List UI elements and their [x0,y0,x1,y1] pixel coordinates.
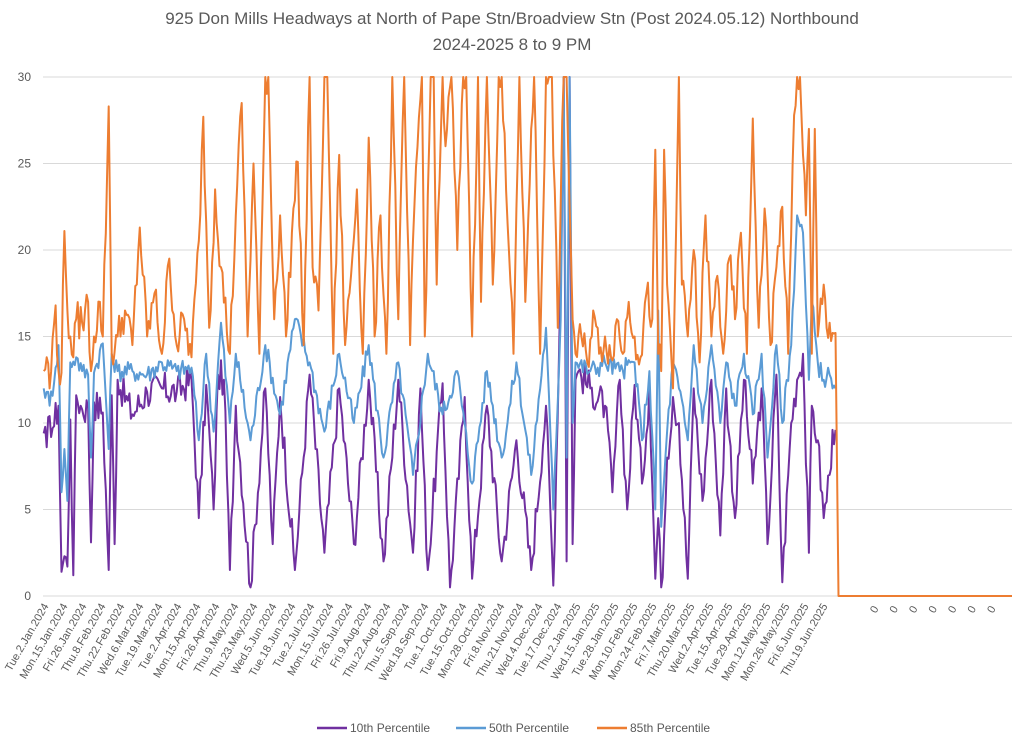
y-tick-label: 10 [18,416,32,430]
legend-item: 10th Percentile [317,721,430,735]
chart-title: 925 Don Mills Headways at North of Pape … [165,9,859,28]
y-tick-label: 20 [18,243,32,257]
x-axis: Tue.2.Jan.2024Mon.15.Jan.2024Fri.26.Jan.… [3,602,998,684]
x-tick-label: 0 [907,604,920,615]
legend-label: 10th Percentile [350,721,430,735]
series-group [42,76,1012,597]
x-tick-label: 0 [927,604,940,615]
y-axis: 0 5 10 15 20 25 30 [18,70,32,603]
x-tick-label: 0 [946,604,959,615]
legend-item: 85th Percentile [597,721,710,735]
y-tick-label: 15 [18,330,32,344]
x-tick-label: 0 [966,604,979,615]
y-tick-label: 0 [24,589,31,603]
y-tick-label: 5 [24,503,31,517]
x-tick-label: 0 [985,604,998,615]
x-tick-label: 0 [868,604,881,615]
legend-label: 85th Percentile [630,721,710,735]
series-line-50th-percentile [42,76,837,528]
y-tick-label: 30 [18,70,32,84]
legend: 10th Percentile 50th Percentile 85th Perce… [317,721,710,735]
legend-label: 50th Percentile [489,721,569,735]
legend-item: 50th Percentile [456,721,569,735]
y-tick-label: 25 [18,157,32,171]
series-line-85th-percentile [42,76,1012,597]
x-tick-label: 0 [888,604,901,615]
chart-subtitle: 2024-2025 8 to 9 PM [433,35,592,54]
